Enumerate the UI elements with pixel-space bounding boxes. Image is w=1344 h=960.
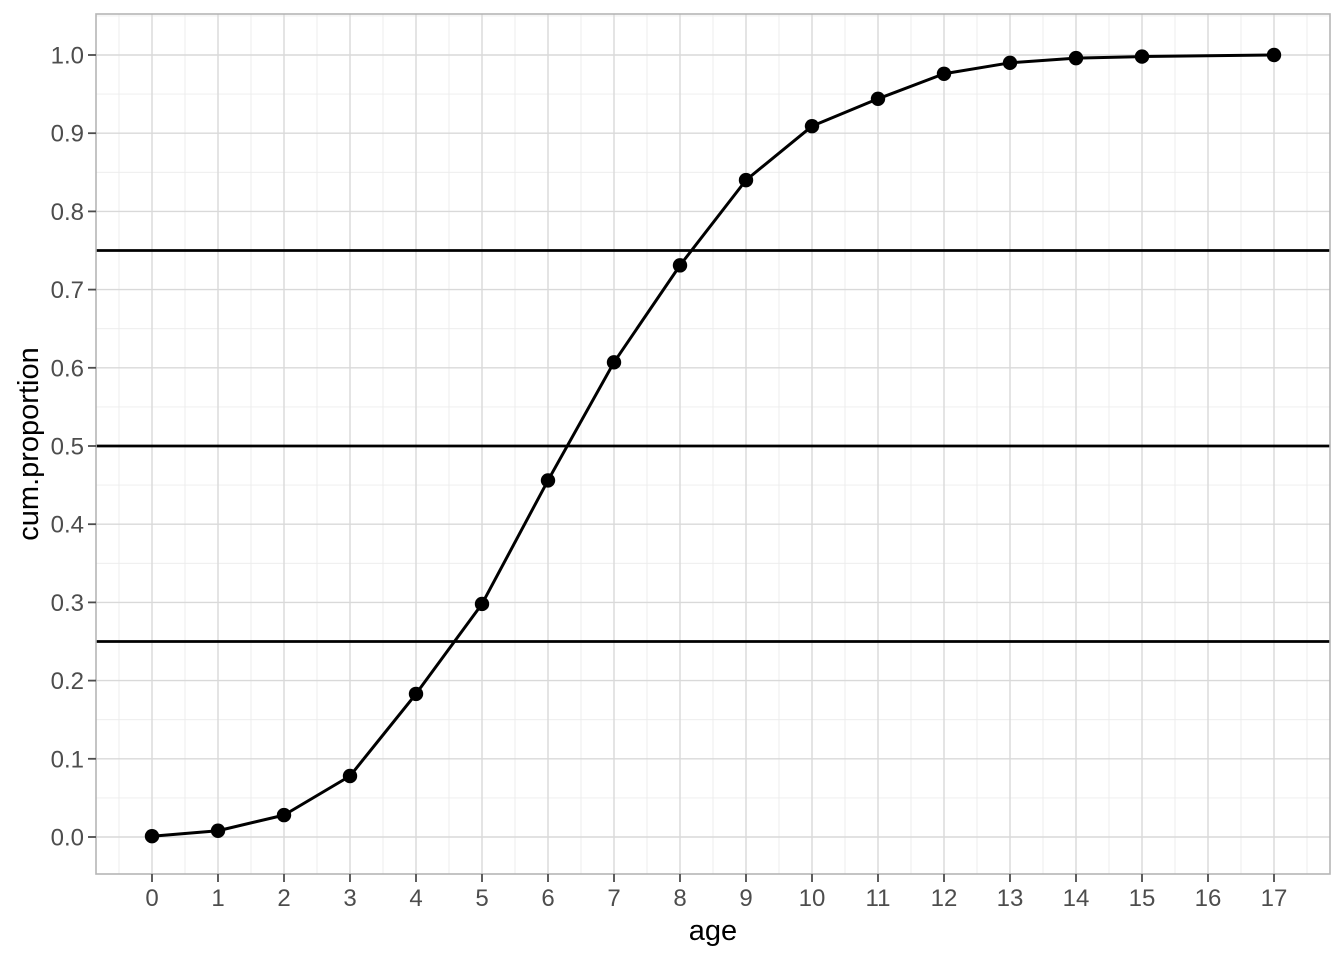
x-tick-label: 2 [277,885,290,912]
y-tick-label: 0.1 [51,746,84,773]
x-tick-label: 9 [739,885,752,912]
data-point [408,686,424,702]
x-tick-label: 1 [211,885,224,912]
data-point [342,768,358,784]
y-tick-label: 0.8 [51,199,84,226]
x-tick-label: 3 [343,885,356,912]
x-tick-label: 7 [607,885,620,912]
axis-ticks [88,54,1275,882]
x-tick-label: 10 [799,885,826,912]
x-tick-label: 17 [1261,885,1288,912]
y-tick-label: 0.2 [51,668,84,695]
y-axis-title: cum.proportion [13,347,45,540]
data-point [1134,49,1150,64]
data-point [1266,47,1282,63]
data-point [1002,55,1018,71]
data-point [540,473,556,488]
data-point [210,823,226,838]
panel-border-rect [95,13,1331,875]
x-tick-label: 11 [866,885,891,912]
x-tick-label: 12 [931,885,958,912]
x-tick-label: 16 [1195,885,1222,912]
x-tick-label: 5 [475,885,488,912]
x-axis-title: age [689,915,737,947]
data-point [936,66,952,81]
y-tick-label: 0.0 [51,825,84,852]
data-point [276,807,292,823]
x-tick-label: 14 [1063,885,1090,912]
data-point [738,172,754,188]
reference-hlines [96,249,1330,643]
y-tick-label: 0.3 [51,590,84,617]
data-series [144,47,1282,844]
data-point [672,258,688,273]
panel-border [95,13,1331,875]
data-point [606,355,622,370]
y-tick-label: 0.9 [51,121,84,148]
y-tick-label: 0.4 [51,512,84,539]
x-tick-label: 6 [541,885,554,912]
data-point [804,118,820,134]
data-point [144,829,160,844]
y-tick-label: 0.5 [51,434,84,461]
data-point [870,91,886,106]
data-point [1068,50,1084,66]
y-tick-label: 0.6 [51,355,84,382]
x-tick-label: 4 [409,885,422,912]
x-tick-label: 15 [1129,885,1156,912]
y-tick-label: 1.0 [51,43,84,70]
y-tick-label: 0.7 [51,277,84,304]
x-tick-label: 8 [673,885,686,912]
axis-tick-labels: 0 1 2 3 4 5 6 7 8 9 10 11 12 13 14 15 16 170.00.10.20.30.… [51,43,1288,913]
data-point [474,596,490,612]
x-tick-label: 0 [145,885,158,912]
x-tick-label: 13 [997,885,1024,912]
